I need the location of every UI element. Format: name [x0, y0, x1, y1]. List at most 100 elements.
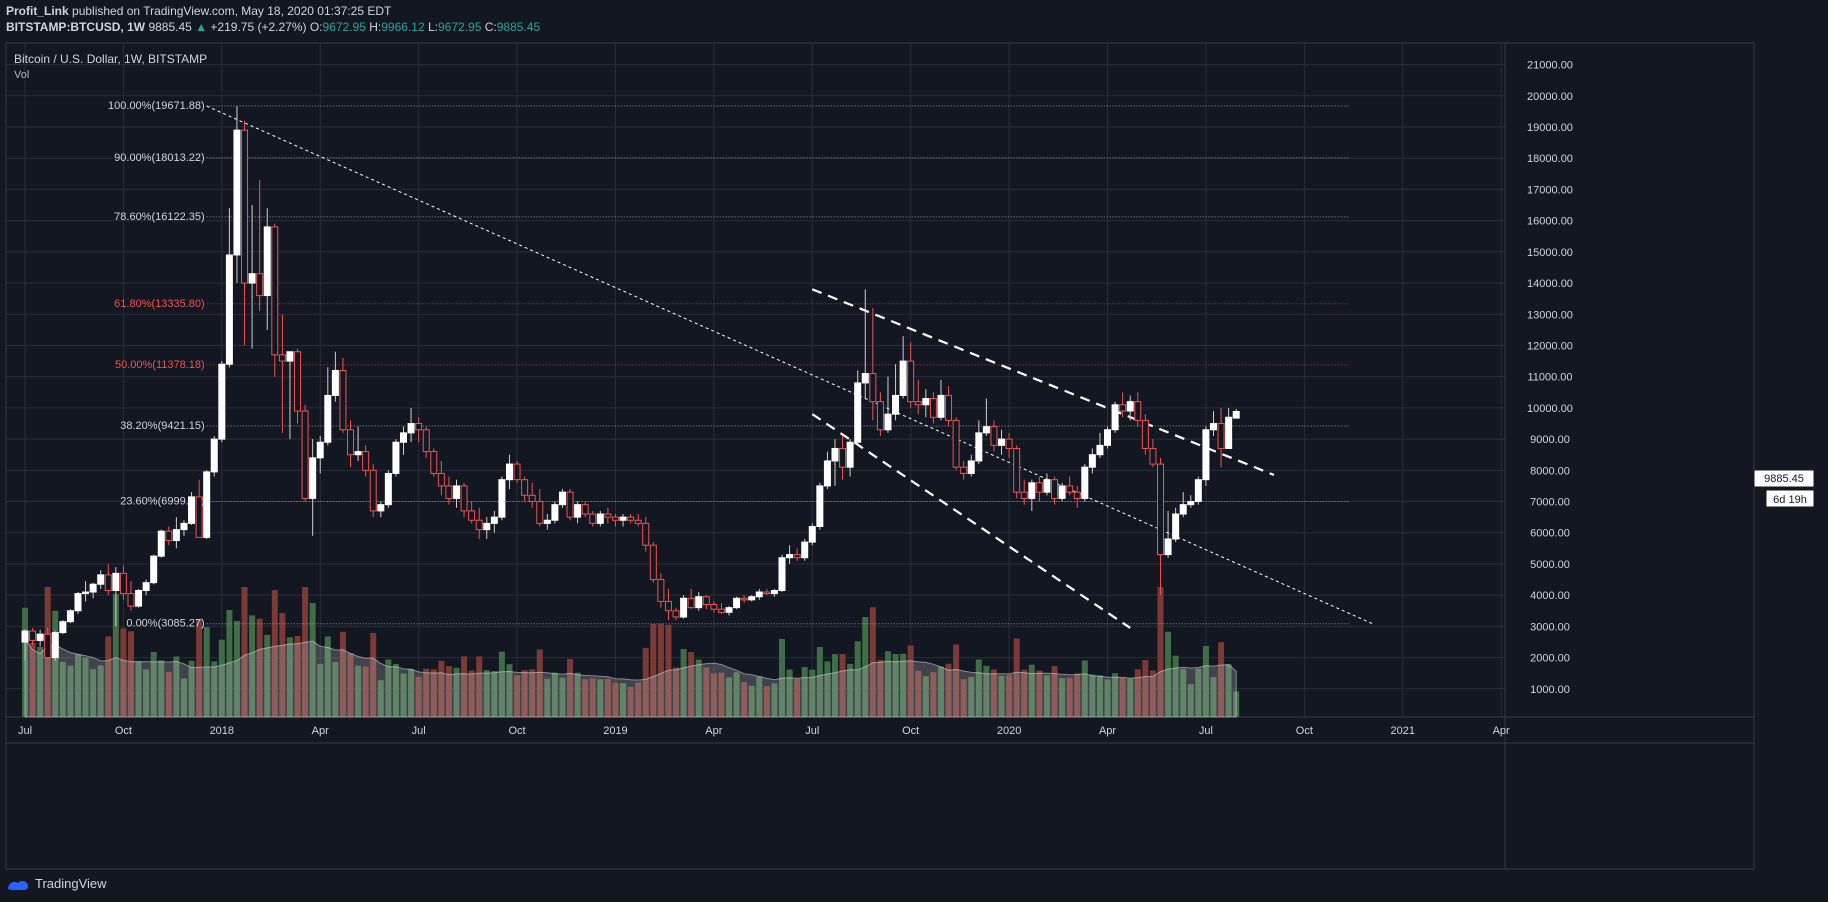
- candle-body: [286, 351, 294, 362]
- volume-bar: [430, 669, 437, 717]
- y-tick-label: 11000.00: [1527, 372, 1572, 384]
- price-axis[interactable]: 1000.00 2000.00 3000.00 4000.00 5000.00 6000.…: [1527, 60, 1573, 696]
- candle-body: [1043, 479, 1051, 493]
- volume-bar: [673, 667, 680, 717]
- candle-body: [657, 579, 665, 602]
- candle-body: [331, 369, 339, 396]
- volume-bar: [347, 653, 354, 717]
- candle-body: [354, 451, 362, 456]
- fib-level-label: 90.00%(18013.22): [114, 152, 205, 164]
- volume-bar: [1051, 666, 1058, 717]
- volume-bar: [37, 647, 44, 717]
- y-tick-label: 16000.00: [1527, 216, 1573, 228]
- volume-bar: [1059, 678, 1066, 717]
- volume-bar: [370, 633, 377, 717]
- candle-body: [649, 544, 657, 581]
- volume-bar: [165, 671, 172, 717]
- time-axis[interactable]: Jul Oct 2018 Apr Jul Oct 2019 Apr Jul Oct 2020 Apr J…: [18, 725, 1510, 737]
- candle-body: [369, 469, 377, 512]
- candle-body: [59, 621, 67, 634]
- candle-body: [680, 597, 688, 618]
- volume-bar: [786, 669, 793, 717]
- candle-body: [142, 582, 150, 591]
- candle-body: [135, 589, 143, 607]
- y-tick-label: 13000.00: [1527, 309, 1573, 321]
- volume-bar: [847, 663, 854, 717]
- fib-level-label: 38.20%(9421.15): [120, 420, 204, 432]
- tradingview-logo-icon[interactable]: [6, 877, 30, 891]
- candle-body: [952, 419, 960, 468]
- x-tick-label: Oct: [508, 725, 525, 737]
- volume-bar: [1119, 677, 1126, 717]
- volume-bar: [1089, 674, 1096, 717]
- candle-body: [127, 593, 135, 607]
- fib-retracement[interactable]: 100.00%(19671.88) 90.00%(18013.22) 78.60%(…: [108, 100, 1350, 630]
- x-tick-label: Jul: [1199, 725, 1213, 737]
- volume-bar: [362, 666, 369, 717]
- candle-body: [165, 530, 173, 542]
- volume-bar: [831, 654, 838, 717]
- candle-body: [339, 369, 347, 431]
- volume-bar: [339, 631, 346, 717]
- volume-bar: [67, 665, 74, 717]
- volume-bar: [203, 627, 210, 717]
- candle-body: [29, 630, 37, 641]
- candle-body: [536, 501, 544, 524]
- candle-body: [1066, 485, 1074, 493]
- volume-bar: [521, 670, 528, 717]
- candle-body: [1028, 482, 1036, 499]
- brand-text[interactable]: TradingView: [35, 876, 107, 891]
- volume-bar: [544, 678, 551, 717]
- volume-bar: [112, 593, 119, 717]
- volume-bar: [597, 679, 604, 717]
- volume-bar: [1165, 631, 1172, 717]
- volume-bar: [82, 657, 89, 717]
- x-tick-label: Apr: [1099, 725, 1116, 737]
- candlesticks[interactable]: [21, 106, 1240, 661]
- candle-body: [188, 496, 196, 524]
- volume-bar: [1195, 668, 1202, 717]
- volume-bar: [907, 645, 914, 717]
- candle-body: [687, 597, 695, 609]
- volume-bar: [249, 615, 256, 717]
- candle-body: [816, 485, 824, 527]
- candle-body: [846, 441, 854, 468]
- candle-body: [1119, 404, 1127, 412]
- chart-legend-title[interactable]: Bitcoin / U.S. Dollar, 1W, BITSTAMP: [14, 52, 208, 66]
- candle-body: [263, 226, 271, 297]
- volume-bar: [188, 660, 195, 717]
- candle-body: [861, 373, 869, 384]
- candle-body: [1194, 479, 1202, 503]
- volume-legend[interactable]: Vol: [14, 69, 30, 81]
- x-tick-label: Apr: [1493, 725, 1510, 737]
- volume-bar: [90, 669, 97, 717]
- volume-bar: [582, 679, 589, 717]
- volume-bar: [491, 671, 498, 717]
- candle-body: [1172, 513, 1180, 540]
- volume-bar: [953, 644, 960, 717]
- open-label: O:: [309, 20, 323, 34]
- candle-body: [74, 593, 82, 612]
- candle-body: [1013, 447, 1021, 493]
- candle-body: [1202, 429, 1210, 481]
- volume-bar: [642, 647, 649, 717]
- high-label: H:: [369, 20, 382, 34]
- volume-bar: [884, 651, 891, 717]
- y-tick-label: 19000.00: [1527, 122, 1573, 134]
- candle-body: [914, 401, 922, 406]
- candle-body: [407, 423, 415, 434]
- volume-bar: [733, 672, 740, 717]
- close-label: C:: [484, 20, 497, 34]
- volume-bar: [317, 663, 324, 717]
- author-name[interactable]: Profit_Link: [6, 4, 69, 18]
- volume-bar: [74, 654, 81, 717]
- y-tick-label: 9000.00: [1530, 434, 1570, 446]
- candle-body: [384, 472, 392, 506]
- candle-body: [634, 519, 642, 524]
- volume-bar: [839, 654, 846, 717]
- volume-bar: [1225, 664, 1232, 717]
- volume-bar: [476, 656, 483, 717]
- volume-bar: [1066, 677, 1073, 717]
- candle-body: [642, 522, 650, 546]
